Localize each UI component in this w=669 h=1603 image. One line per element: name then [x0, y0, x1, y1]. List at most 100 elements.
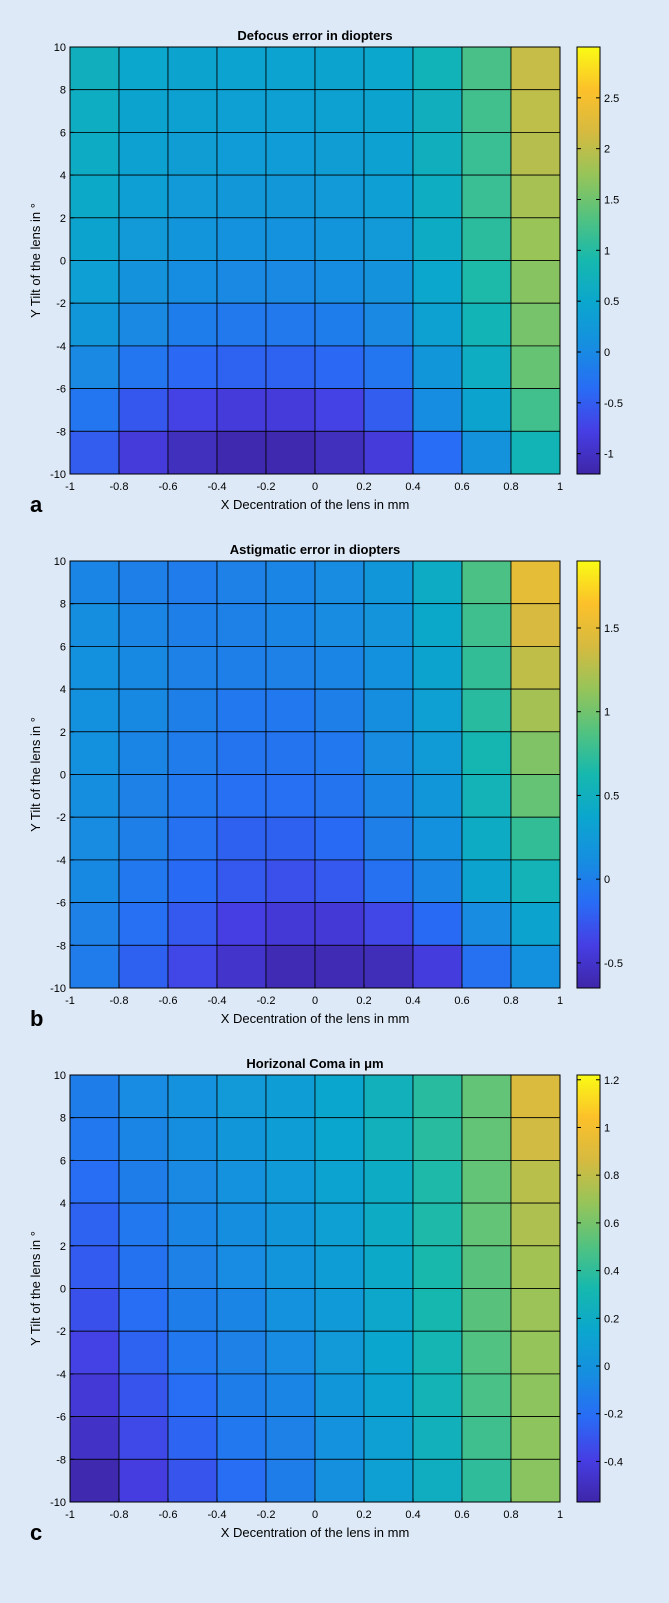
colorbar-tick-label: 1: [604, 1122, 610, 1134]
heatmap-cell: [461, 774, 512, 818]
heatmap-cell: [118, 1074, 169, 1119]
heatmap-cell: [314, 816, 365, 861]
chart-title: Astigmatic error in diopters: [230, 542, 400, 557]
heatmap-cell: [167, 1416, 218, 1460]
heatmap-cell: [461, 560, 512, 605]
heatmap-cell: [314, 646, 365, 690]
heatmap-cell: [461, 944, 512, 989]
heatmap-cell: [461, 430, 512, 475]
y-axis-label: Y Tilt of the lens in °: [28, 1231, 43, 1346]
heatmap-cell: [69, 131, 120, 176]
heatmap-cell: [314, 302, 365, 347]
heatmap-cell: [265, 388, 316, 432]
colorbar-tick-label: 0: [604, 347, 610, 359]
heatmap-cell: [118, 89, 169, 133]
heatmap-cell: [363, 859, 414, 904]
heatmap-cell: [363, 688, 414, 733]
heatmap-cell: [461, 1117, 512, 1161]
y-tick-label: -4: [56, 1369, 66, 1381]
x-tick-label: 0.8: [503, 1509, 518, 1521]
heatmap-cell: [314, 131, 365, 176]
heatmap-cell: [167, 731, 218, 775]
colorbar-tick-label: -0.5: [604, 958, 623, 970]
heatmap-cell: [510, 816, 561, 861]
heatmap-cell: [216, 1245, 267, 1289]
heatmap-cell: [314, 1288, 365, 1332]
heatmap-cell: [118, 46, 169, 91]
heatmap-cell: [265, 302, 316, 347]
heatmap-cell: [510, 731, 561, 775]
colorbar-tick-label: 1: [604, 707, 610, 719]
heatmap-cell: [216, 345, 267, 389]
heatmap-cell: [363, 816, 414, 861]
heatmap-cell: [69, 260, 120, 304]
heatmap-cell: [69, 1373, 120, 1418]
heatmap-cell: [314, 1074, 365, 1119]
heatmap-cell: [216, 646, 267, 690]
heatmap-cell: [167, 174, 218, 219]
heatmap-cell: [118, 174, 169, 219]
heatmap-cell: [167, 89, 218, 133]
x-tick-label: 0.2: [356, 995, 371, 1007]
heatmap-cell: [265, 646, 316, 690]
x-tick-label: -1: [65, 1509, 75, 1521]
heatmap-cell: [510, 302, 561, 347]
colorbar: [576, 46, 601, 475]
heatmap-cell: [461, 174, 512, 219]
heatmap-cell: [69, 1202, 120, 1247]
panel-letter: b: [30, 1006, 43, 1031]
heatmap-cell: [412, 902, 463, 946]
y-tick-label: 0: [60, 1284, 66, 1296]
heatmap-cell: [314, 388, 365, 432]
heatmap-cell: [510, 859, 561, 904]
heatmap-cell: [510, 46, 561, 91]
heatmap-cell: [461, 1416, 512, 1460]
heatmap-cell: [167, 1373, 218, 1418]
y-tick-label: 2: [60, 1241, 66, 1253]
heatmap-cell: [69, 560, 120, 605]
heatmap-cell: [265, 89, 316, 133]
heatmap-cell: [69, 1288, 120, 1332]
heatmap-cell: [510, 131, 561, 176]
heatmap-cell: [265, 430, 316, 475]
heatmap-cell: [265, 217, 316, 261]
heatmap-cell: [363, 1458, 414, 1503]
heatmap-cell: [216, 217, 267, 261]
colorbar-tick-label: 0.6: [604, 1218, 619, 1230]
heatmap-cell: [314, 1330, 365, 1375]
x-tick-label: 0.2: [356, 1509, 371, 1521]
heatmap-cell: [118, 1245, 169, 1289]
x-tick-label: -0.4: [208, 481, 227, 493]
heatmap-cell: [69, 89, 120, 133]
heatmap-cell: [412, 1373, 463, 1418]
heatmap-cell: [118, 430, 169, 475]
heatmap-cell: [69, 603, 120, 647]
heatmap-cell: [510, 217, 561, 261]
heatmap-cell: [69, 430, 120, 475]
heatmap-cell: [167, 217, 218, 261]
y-tick-label: 8: [60, 85, 66, 97]
heatmap-cell: [412, 1416, 463, 1460]
heatmap-cell: [265, 345, 316, 389]
y-tick-label: 10: [54, 1070, 66, 1082]
heatmap-cell: [118, 1117, 169, 1161]
heatmap-cell: [69, 688, 120, 733]
heatmap-cell: [69, 174, 120, 219]
heatmap-cell: [118, 302, 169, 347]
heatmap-cell: [412, 731, 463, 775]
colorbar-tick-label: -0.5: [604, 398, 623, 410]
heatmap-cell: [510, 1330, 561, 1375]
heatmap-cell: [314, 560, 365, 605]
heatmap-cell: [216, 1074, 267, 1119]
heatmap-cell: [363, 1202, 414, 1247]
x-tick-label: -0.4: [208, 1509, 227, 1521]
heatmap-cell: [461, 260, 512, 304]
x-tick-label: 1: [557, 995, 563, 1007]
x-axis-label: X Decentration of the lens in mm: [221, 497, 410, 512]
heatmap-cells: [69, 1074, 561, 1503]
x-tick-label: 1: [557, 1509, 563, 1521]
heatmap-cell: [118, 388, 169, 432]
heatmap-cell: [216, 302, 267, 347]
heatmap-cell: [412, 260, 463, 304]
heatmap-cell: [216, 603, 267, 647]
